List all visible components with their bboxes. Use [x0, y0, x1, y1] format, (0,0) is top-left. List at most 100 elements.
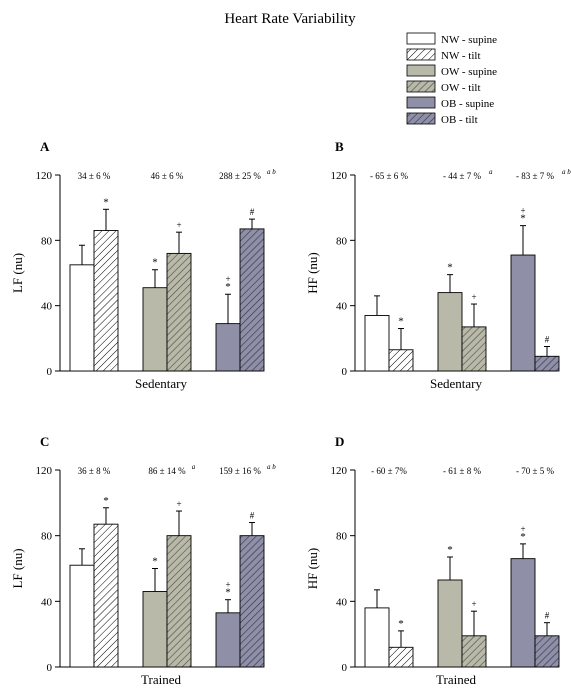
- figure-title: Heart Rate Variability: [224, 11, 356, 27]
- percent-change-label: - 83 ± 7 %: [516, 171, 554, 181]
- y-tick-label: 40: [336, 596, 348, 608]
- bar-ob-supine: [215, 323, 241, 372]
- significance-mark: +: [176, 220, 181, 230]
- panel-letter: D: [335, 434, 344, 449]
- legend-label: OB - supine: [441, 98, 494, 110]
- percent-change-label: - 44 ± 7 %: [443, 171, 481, 181]
- y-tick-label: 120: [36, 465, 53, 477]
- percent-change-label: - 60 ± 7%: [371, 466, 407, 476]
- y-tick-label: 80: [336, 235, 348, 247]
- bar-ow-tilt: [461, 326, 487, 372]
- legend: NW - supine NW - tilt OW - supine OW - tilt…: [406, 32, 497, 126]
- significance-mark: +: [471, 292, 476, 302]
- significance-mark: #: [545, 335, 550, 345]
- percent-change-label: - 70 ± 5 %: [516, 466, 554, 476]
- percent-change-label: - 65 ± 6 %: [370, 171, 408, 181]
- legend-swatch: [406, 48, 436, 61]
- significance-mark: +: [225, 580, 230, 590]
- bar-ob-tilt: [239, 228, 265, 372]
- percent-change-label: 46 ± 6 %: [151, 171, 184, 181]
- y-tick-label: 120: [331, 465, 348, 477]
- bar-ow-tilt: [166, 535, 192, 668]
- percent-superscript: a: [489, 168, 493, 176]
- significance-mark: +: [471, 599, 476, 609]
- significance-mark: *: [520, 213, 526, 225]
- y-tick-label: 0: [47, 366, 53, 378]
- significance-mark: +: [176, 499, 181, 509]
- bar-ob-tilt: [534, 355, 560, 372]
- significance-mark: *: [398, 618, 404, 630]
- y-axis-label: LF (nu): [10, 548, 25, 588]
- bar-ob-supine: [215, 612, 241, 668]
- bar-nw-tilt: [388, 349, 414, 372]
- percent-change-label: 34 ± 6 %: [78, 171, 111, 181]
- x-axis-label: Trained: [141, 672, 181, 687]
- significance-mark: #: [545, 611, 550, 621]
- significance-mark: +: [520, 206, 525, 216]
- percent-superscript: a b: [267, 463, 276, 471]
- y-tick-label: 0: [47, 662, 53, 674]
- y-tick-label: 120: [331, 170, 348, 182]
- percent-superscript: a b: [267, 168, 276, 176]
- percent-change-label: 36 ± 8 %: [78, 466, 111, 476]
- bar-ob-tilt: [534, 635, 560, 668]
- y-tick-label: 40: [41, 301, 53, 313]
- bar-nw-tilt: [93, 230, 119, 372]
- significance-mark: *: [225, 587, 231, 599]
- y-axis-label: HF (nu): [305, 548, 320, 590]
- percent-change-label: - 61 ± 8 %: [443, 466, 481, 476]
- percent-change-label: 86 ± 14 %: [148, 466, 186, 476]
- bar-ob-supine: [510, 254, 536, 372]
- y-tick-label: 0: [342, 662, 348, 674]
- significance-mark: *: [152, 556, 158, 568]
- legend-label: OW - tilt: [441, 82, 481, 94]
- legend-swatch: [406, 64, 436, 77]
- percent-superscript: a b: [562, 168, 571, 176]
- legend-label: NW - tilt: [441, 50, 481, 62]
- percent-change-label: 159 ± 16 %: [219, 466, 261, 476]
- y-tick-label: 80: [41, 531, 53, 543]
- significance-mark: *: [398, 316, 404, 328]
- bar-nw-tilt: [93, 523, 119, 668]
- legend-swatch: [406, 112, 436, 125]
- significance-mark: *: [447, 262, 453, 274]
- y-axis-label: HF (nu): [305, 252, 320, 294]
- panel-letter: B: [335, 139, 344, 154]
- bar-ow-supine: [437, 579, 463, 668]
- bar-nw-supine: [364, 315, 390, 372]
- significance-mark: *: [447, 544, 453, 556]
- bar-ow-tilt: [461, 635, 487, 668]
- y-tick-label: 40: [41, 596, 53, 608]
- y-axis-label: LF (nu): [10, 253, 25, 293]
- legend-swatch: [406, 80, 436, 93]
- significance-mark: *: [520, 531, 526, 543]
- y-tick-label: 120: [36, 170, 53, 182]
- bar-ob-supine: [510, 558, 536, 668]
- bar-ow-supine: [437, 292, 463, 372]
- bar-nw-tilt: [388, 646, 414, 668]
- bar-ow-supine: [142, 287, 168, 372]
- legend-label: OW - supine: [441, 66, 497, 78]
- bar-nw-supine: [69, 264, 95, 372]
- significance-mark: *: [103, 495, 109, 507]
- bar-ow-supine: [142, 591, 168, 668]
- percent-superscript: a: [192, 463, 196, 471]
- y-tick-label: 0: [342, 366, 348, 378]
- significance-mark: *: [225, 281, 231, 293]
- bar-nw-supine: [69, 564, 95, 668]
- y-tick-label: 80: [336, 531, 348, 543]
- significance-mark: *: [103, 196, 109, 208]
- panel-letter: C: [40, 434, 49, 449]
- x-axis-label: Sedentary: [430, 376, 482, 391]
- bar-nw-supine: [364, 607, 390, 668]
- significance-mark: #: [250, 511, 255, 521]
- bar-ow-tilt: [166, 252, 192, 372]
- legend-label: NW - supine: [441, 34, 497, 46]
- y-tick-label: 80: [41, 235, 53, 247]
- legend-swatch: [406, 96, 436, 109]
